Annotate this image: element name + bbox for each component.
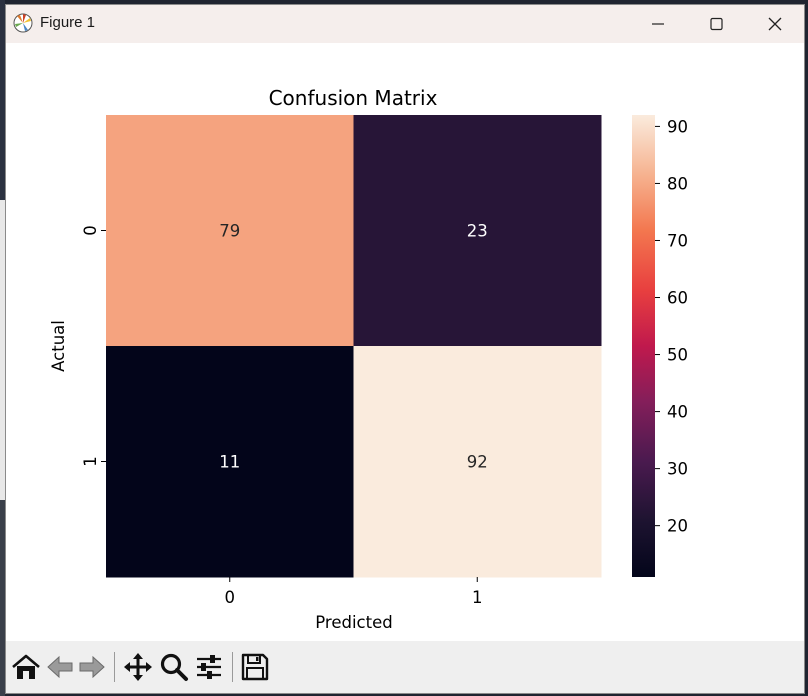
pan-button[interactable]	[122, 651, 154, 683]
x-tick-label: 1	[472, 588, 483, 607]
heatmap-cell	[353, 115, 602, 347]
cell-value-label: 79	[219, 222, 240, 241]
back-button[interactable]	[44, 651, 76, 683]
zoom-magnifier-icon	[160, 653, 188, 681]
cell-value-label: 92	[467, 453, 488, 472]
toolbar-separator	[114, 652, 115, 682]
confusion-matrix-chart: 79 23 11 92 0 1 0 1 20 30 40 50 60 70 80 90 Confusio…	[49, 86, 688, 632]
toolbar-separator	[232, 652, 233, 682]
colorbar-tick-label: 50	[667, 346, 688, 365]
colorbar-tick-label: 40	[667, 403, 688, 422]
maximize-icon	[710, 17, 723, 31]
cell-value-label: 11	[219, 453, 240, 472]
x-tick-label: 0	[225, 588, 236, 607]
colorbar-tick-label: 60	[667, 289, 688, 308]
save-floppy-icon	[241, 653, 269, 681]
zoom-button[interactable]	[158, 651, 190, 683]
save-button[interactable]	[239, 651, 271, 683]
colorbar-tick-label: 20	[667, 517, 688, 536]
back-arrow-icon	[47, 655, 73, 679]
desktop-strip	[0, 500, 5, 696]
minimize-button[interactable]	[630, 5, 686, 43]
y-tick-label: 0	[81, 225, 100, 236]
colorbar	[632, 115, 655, 577]
heatmap-cell	[106, 115, 354, 347]
desktop-strip	[0, 200, 5, 500]
configure-subplots-icon	[197, 655, 221, 679]
window-title: Figure 1	[40, 14, 96, 31]
y-tick-label: 1	[81, 456, 100, 467]
forward-button[interactable]	[76, 651, 108, 683]
figure-window: Figure 1	[5, 4, 805, 694]
heatmap-cell	[353, 346, 602, 578]
forward-arrow-icon	[79, 655, 105, 679]
matplotlib-logo-icon	[13, 13, 33, 33]
home-icon	[12, 654, 40, 679]
minimize-icon	[652, 23, 664, 25]
title-bar[interactable]: Figure 1	[6, 5, 804, 43]
colorbar-tick-label: 30	[667, 460, 688, 479]
desktop-strip	[0, 0, 5, 200]
plot-canvas[interactable]: 79 23 11 92 0 1 0 1 20 30 40 50 60 70 80 90 Confusio…	[6, 43, 804, 641]
colorbar-tick-label: 90	[667, 117, 688, 136]
chart-title: Confusion Matrix	[269, 86, 438, 110]
maximize-button[interactable]	[688, 5, 744, 43]
y-axis-label: Actual	[49, 320, 68, 372]
pan-move-icon	[124, 653, 152, 681]
close-button[interactable]	[747, 5, 803, 43]
navigation-toolbar	[6, 641, 804, 693]
colorbar-tick-label: 70	[667, 231, 688, 250]
heatmap-cell	[106, 346, 354, 578]
home-button[interactable]	[10, 651, 42, 683]
x-axis-label: Predicted	[315, 613, 392, 632]
close-icon	[768, 17, 782, 31]
configure-subplots-button[interactable]	[193, 651, 225, 683]
cell-value-label: 23	[467, 222, 488, 241]
colorbar-tick-label: 80	[667, 174, 688, 193]
